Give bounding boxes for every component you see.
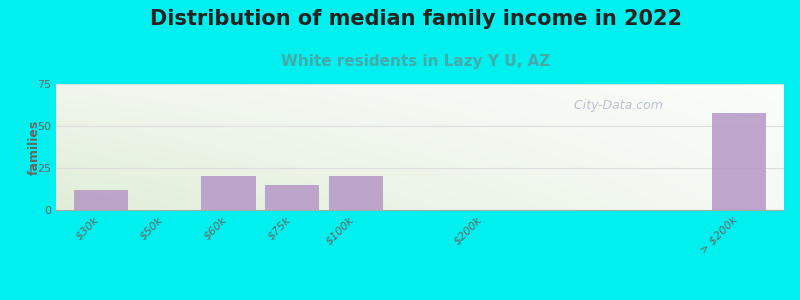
Bar: [202, 176, 255, 210]
Y-axis label: families: families: [28, 119, 41, 175]
Text: Distribution of median family income in 2022: Distribution of median family income in …: [150, 9, 682, 29]
Text: White residents in Lazy Y U, AZ: White residents in Lazy Y U, AZ: [282, 54, 550, 69]
Bar: [74, 190, 128, 210]
Text: City-Data.com: City-Data.com: [566, 99, 662, 112]
Bar: [265, 185, 319, 210]
Bar: [329, 176, 383, 210]
Bar: [712, 112, 766, 210]
